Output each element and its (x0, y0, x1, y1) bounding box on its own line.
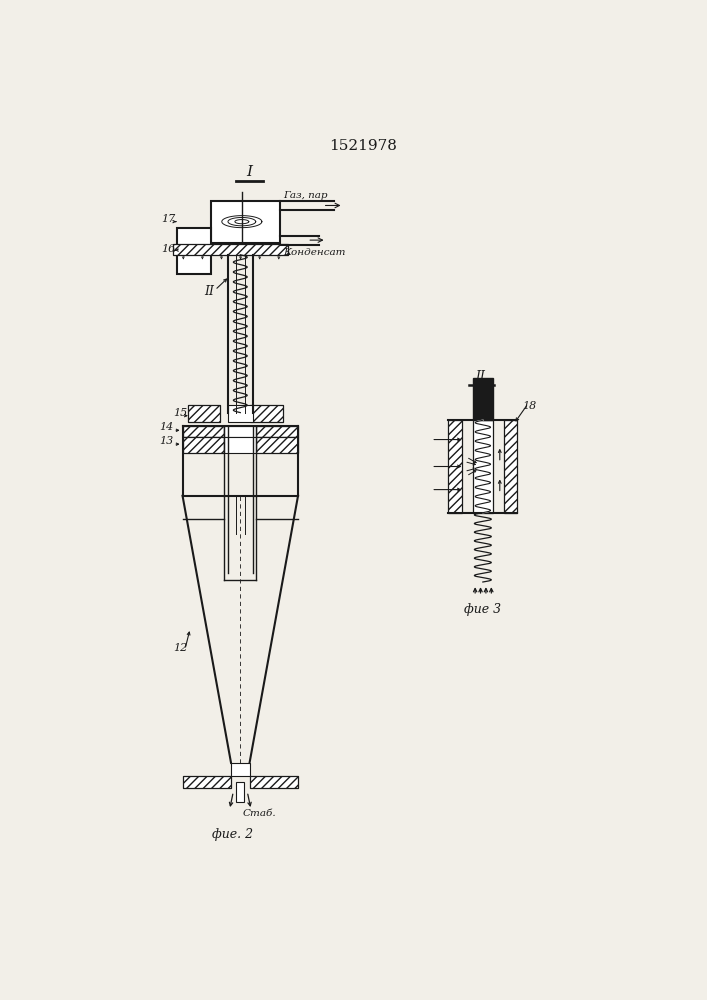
Bar (236, 782, 244, 802)
Bar (503, 420, 518, 513)
Bar (473, 420, 493, 513)
Bar (257, 437, 298, 453)
Bar (257, 426, 298, 437)
Bar (211, 201, 281, 243)
Text: фие. 2: фие. 2 (212, 828, 253, 841)
Text: Стаб.: Стаб. (243, 809, 276, 818)
Text: 14: 14 (160, 422, 174, 432)
Bar (173, 244, 288, 255)
Bar (250, 405, 283, 422)
Text: Газ, пар: Газ, пар (284, 191, 328, 200)
Bar (448, 420, 462, 513)
Bar (182, 426, 224, 437)
Bar (231, 763, 250, 776)
Text: I: I (247, 165, 252, 179)
Bar (182, 776, 231, 788)
Text: II: II (204, 285, 214, 298)
Bar (473, 378, 493, 420)
Bar (257, 437, 298, 453)
Text: II: II (475, 370, 485, 383)
Bar (224, 426, 257, 437)
Bar (257, 426, 298, 437)
Bar (188, 405, 221, 422)
Text: фие 3: фие 3 (464, 603, 501, 616)
Bar (250, 776, 298, 788)
Bar (173, 244, 288, 255)
Text: 13: 13 (160, 436, 174, 446)
Bar (503, 420, 518, 513)
Bar (182, 776, 231, 788)
Text: 18: 18 (522, 401, 537, 411)
Text: 1521978: 1521978 (329, 139, 397, 153)
Bar (448, 420, 462, 513)
Bar (228, 405, 252, 422)
Bar (250, 776, 298, 788)
Bar (250, 405, 283, 422)
Bar (177, 228, 211, 274)
Text: 16: 16 (161, 244, 175, 254)
Text: 12: 12 (173, 643, 187, 653)
Bar (182, 437, 224, 453)
Bar (182, 426, 224, 437)
Bar (224, 437, 257, 453)
Text: 17: 17 (161, 214, 175, 224)
Bar (182, 437, 224, 453)
Text: 15: 15 (173, 408, 187, 418)
Text: Конденсат: Конденсат (284, 248, 346, 257)
Bar (188, 405, 221, 422)
